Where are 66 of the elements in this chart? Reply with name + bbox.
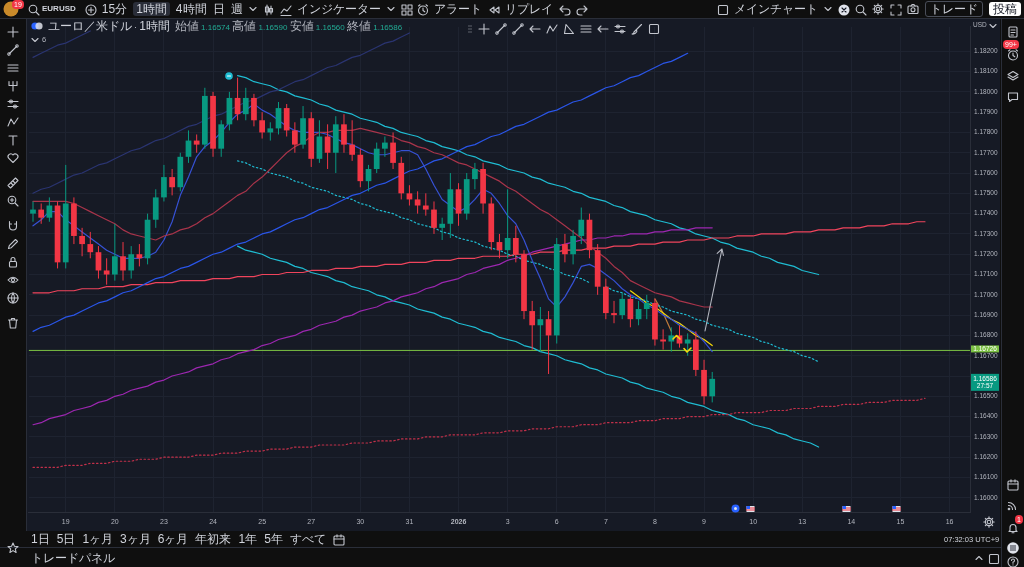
candlestick xyxy=(684,332,691,357)
candlestick xyxy=(414,190,421,215)
candlestick xyxy=(152,188,159,229)
candlestick xyxy=(643,294,650,320)
text: アラート xyxy=(433,2,482,16)
text: 6ヶ月 xyxy=(157,532,189,546)
candlestick xyxy=(512,225,519,263)
candlestick xyxy=(578,207,585,245)
text: 1日 xyxy=(31,532,50,546)
candlestick xyxy=(30,200,36,223)
button: 1時間 xyxy=(133,2,170,16)
candlestick xyxy=(570,229,576,265)
line-series xyxy=(32,397,926,468)
candlestick xyxy=(128,245,135,280)
text: リプレイ xyxy=(504,2,553,16)
candlestick xyxy=(79,227,85,257)
candlestick xyxy=(422,192,429,217)
candlestick xyxy=(193,133,200,154)
candlestick xyxy=(382,136,388,158)
candlestick xyxy=(504,188,511,259)
chart-title: ユーロ／米ドル · 1時間 xyxy=(48,19,170,33)
text: 日 xyxy=(212,2,225,16)
candlestick xyxy=(349,119,356,162)
candlestick xyxy=(120,241,126,282)
text: 5年 xyxy=(264,532,283,546)
button: トレード xyxy=(925,1,983,17)
text: トレードパネル xyxy=(31,551,115,565)
candlestick xyxy=(611,300,617,324)
candlestick xyxy=(111,223,118,282)
search-field: EURUSD xyxy=(25,3,79,15)
text: 年初来 xyxy=(195,532,232,546)
candlestick xyxy=(709,371,716,403)
candlestick xyxy=(472,162,478,190)
candlestick xyxy=(259,111,265,140)
candlestick xyxy=(562,233,568,263)
candlestick xyxy=(251,93,257,127)
text: 1ヶ月 xyxy=(82,532,114,546)
candlestick xyxy=(439,217,446,241)
candlestick xyxy=(619,292,626,320)
candlestick xyxy=(529,300,536,351)
chart-subtitle: 始値 1.16574 高値 1.16590 安値 1.16560 終値 1.16586 xyxy=(174,19,403,33)
text: 5日 xyxy=(56,532,76,546)
text: 週 xyxy=(230,2,243,16)
candlestick xyxy=(668,326,675,353)
candlestick xyxy=(373,142,380,174)
candlestick xyxy=(660,328,666,351)
candlestick xyxy=(341,113,347,154)
text: 3ヶ月 xyxy=(120,532,151,546)
candlestick xyxy=(169,168,175,196)
candlestick xyxy=(292,121,298,154)
candlestick xyxy=(87,231,94,259)
text: 15分 xyxy=(101,2,128,16)
candlestick xyxy=(267,121,274,142)
candlestick xyxy=(390,131,396,170)
text: 1年 xyxy=(238,532,258,546)
text: インジケーター xyxy=(296,2,381,16)
text: メインチャート xyxy=(734,2,818,16)
candlestick xyxy=(38,202,45,225)
candlestick xyxy=(103,257,110,286)
candlestick xyxy=(161,164,167,202)
text: 4時間 xyxy=(175,2,207,16)
text: すべて xyxy=(289,532,326,546)
button: 投稿 xyxy=(989,2,1021,16)
candlestick xyxy=(283,103,290,137)
candlestick xyxy=(431,200,437,235)
candlestick xyxy=(242,87,249,121)
